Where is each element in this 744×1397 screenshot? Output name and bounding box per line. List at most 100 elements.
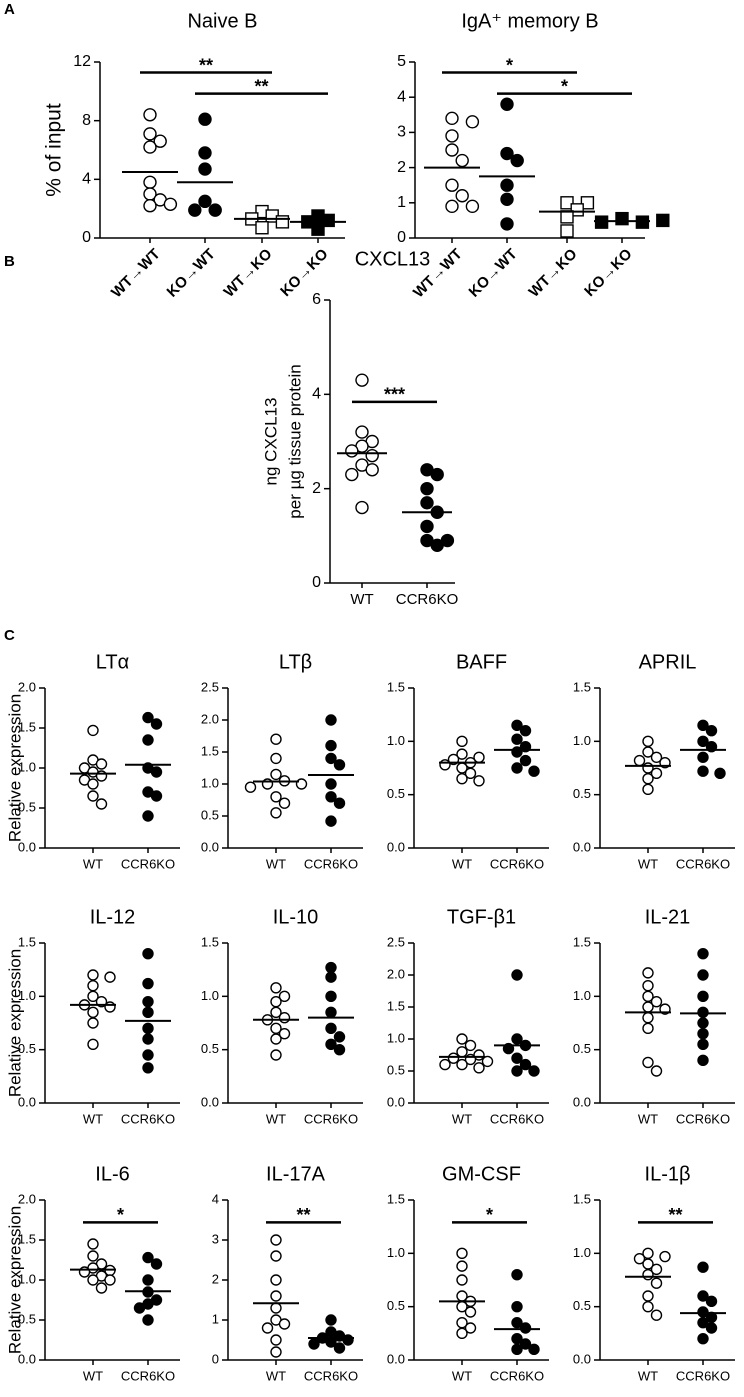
y-tick-label: 0.0 [18, 1351, 36, 1366]
y-tick-label: 1 [397, 194, 406, 211]
data-point [308, 1338, 320, 1350]
x-tick-label: WT [83, 1368, 103, 1383]
y-tick-label: 1.0 [387, 733, 405, 748]
y-tick-label: 1.5 [201, 934, 219, 949]
y-tick-label: 1.5 [387, 679, 405, 694]
data-point [142, 1022, 154, 1035]
x-tick-label: CCR6KO [490, 1111, 544, 1126]
y-tick-label: 0.0 [387, 839, 405, 854]
data-point [650, 995, 663, 1008]
data-point [198, 194, 212, 209]
x-tick-label: CCR6KO [121, 1111, 175, 1126]
data-point [697, 1290, 709, 1302]
data-point [270, 791, 282, 803]
x-tick-label: CCR6KO [676, 1111, 730, 1126]
data-point [95, 1282, 108, 1294]
data-point [500, 217, 514, 231]
data-point [198, 162, 212, 176]
data-point [633, 1252, 646, 1265]
y-tick-label: 0.0 [18, 839, 36, 854]
data-point [87, 790, 99, 802]
data-point [456, 772, 468, 785]
x-tick-label: WT [452, 1111, 472, 1126]
data-point [142, 1006, 154, 1019]
data-point [528, 765, 540, 777]
data-point [270, 1033, 282, 1045]
data-point [456, 1260, 468, 1272]
data-point [321, 213, 335, 228]
x-tick-label: WT [266, 856, 286, 871]
data-point [642, 746, 654, 758]
x-tick-label: WT [638, 1368, 658, 1383]
chart-title: IgA⁺ memory B [461, 10, 598, 32]
data-point [142, 1062, 154, 1074]
y-axis-label: ng CXCL13 [261, 398, 280, 486]
data-point [500, 192, 514, 206]
y-tick-label: 1.5 [573, 934, 591, 949]
y-tick-label: 0.5 [387, 786, 405, 801]
data-point [456, 1046, 468, 1058]
data-point [642, 783, 654, 796]
data-point [642, 1268, 654, 1281]
data-point [325, 1022, 337, 1035]
y-tick-label: 1.0 [387, 1245, 405, 1260]
data-point [78, 1266, 91, 1278]
data-point [261, 1322, 274, 1334]
data-point [278, 797, 291, 809]
chart-title: LTβ [279, 651, 312, 673]
data-point [519, 1322, 532, 1334]
chart-title: CXCL13 [355, 248, 431, 270]
data-point [697, 1006, 709, 1019]
y-tick-label: 0.5 [18, 799, 36, 814]
data-point [714, 767, 726, 780]
data-point [333, 1031, 346, 1043]
data-point [270, 1334, 282, 1346]
data-point [142, 977, 154, 990]
data-point [697, 735, 709, 748]
x-tick-label: CCR6KO [304, 856, 358, 871]
data-point [142, 1251, 154, 1264]
data-point [87, 969, 99, 981]
x-tick-label: CCR6KO [490, 856, 544, 871]
y-tick-label: 0.5 [201, 1041, 219, 1056]
data-point [198, 146, 212, 160]
data-point [633, 754, 646, 767]
y-tick-label: 1.0 [201, 988, 219, 1003]
y-tick-label: 2 [212, 1271, 219, 1286]
chart-title: APRIL [639, 651, 697, 673]
y-tick-label: 1.0 [573, 988, 591, 1003]
data-point [500, 146, 514, 161]
data-point [519, 1338, 532, 1350]
data-point [150, 766, 163, 778]
data-point [500, 178, 514, 192]
data-point [650, 1263, 663, 1276]
data-point [580, 196, 595, 210]
significance-label: ** [199, 55, 213, 75]
data-point [656, 213, 670, 228]
data-point [143, 175, 157, 189]
data-point [511, 719, 523, 732]
x-tick-label: WT [266, 1111, 286, 1126]
y-tick-label: 2.0 [201, 711, 219, 726]
chart-title: IL-21 [645, 906, 691, 928]
data-point [87, 1274, 99, 1286]
data-point [325, 1038, 337, 1051]
data-point [445, 129, 459, 143]
data-point [464, 1322, 477, 1334]
data-point [659, 1250, 671, 1263]
x-tick-label: KO→WT [164, 246, 219, 301]
y-tick-label: 6 [312, 291, 321, 308]
data-point [270, 1302, 282, 1314]
y-tick-label: 2 [397, 159, 406, 176]
data-point [697, 765, 709, 777]
y-tick-label: 0.5 [18, 1311, 36, 1326]
data-point [465, 115, 480, 129]
y-tick-label: 8 [82, 112, 91, 129]
data-point [325, 961, 337, 974]
y-tick-label: 1.5 [18, 719, 36, 734]
y-tick-label: 1.5 [387, 998, 405, 1013]
data-point [270, 982, 282, 994]
data-point [456, 748, 468, 760]
data-point [473, 775, 485, 787]
panel-label: B [4, 253, 15, 270]
